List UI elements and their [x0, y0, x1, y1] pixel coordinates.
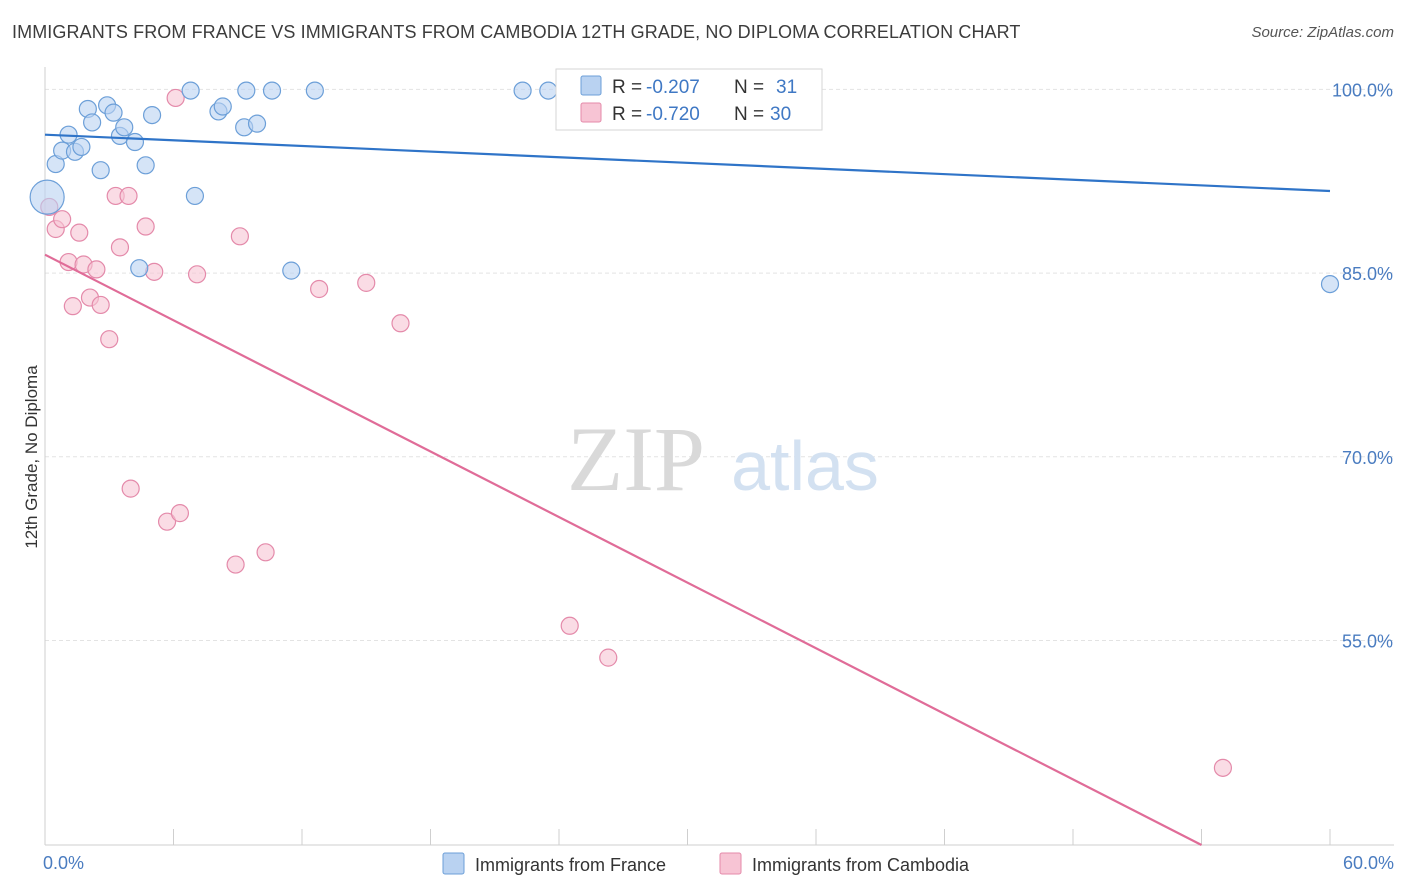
cambodia-point — [119, 186, 138, 206]
x-tick-labels: 0.0% 60.0% — [43, 853, 1394, 873]
y-tick-label: 100.0% — [1332, 80, 1393, 100]
watermark: ZIP atlas — [567, 408, 879, 510]
france-point — [125, 132, 145, 152]
cambodia-r-value: -0.720 — [646, 104, 700, 125]
cambodia-point — [170, 504, 190, 523]
france-point — [72, 137, 91, 157]
france-n-label: N = — [734, 77, 764, 98]
cambodia-point — [230, 227, 249, 246]
france-point — [104, 103, 123, 122]
france-point — [539, 81, 558, 100]
france-point — [282, 261, 301, 280]
france-point — [130, 259, 149, 278]
france-trendline — [44, 133, 1331, 193]
cambodia-point — [110, 238, 130, 257]
series-legend: Immigrants from France Immigrants from C… — [442, 852, 970, 875]
cambodia-point — [599, 648, 618, 667]
x-tick-label: 60.0% — [1343, 853, 1394, 873]
stats-legend: R = -0.207 N = 31 R = -0.720 N = 30 — [555, 68, 823, 131]
france-point — [29, 179, 65, 215]
france-point — [213, 97, 232, 116]
cambodia-point — [391, 314, 410, 333]
cambodia-point — [166, 88, 185, 108]
cambodia-point — [136, 217, 155, 236]
y-tick-label: 55.0% — [1342, 631, 1393, 651]
france-point — [91, 161, 110, 180]
chart-title: IMMIGRANTS FROM FRANCE VS IMMIGRANTS FRO… — [12, 22, 1021, 42]
cambodia-points — [40, 88, 1233, 777]
cambodia-trendline — [44, 253, 1203, 846]
cambodia-point — [157, 512, 177, 531]
france-point — [181, 81, 200, 100]
trendlines — [44, 133, 1331, 846]
cambodia-series-label: Immigrants from Cambodia — [752, 855, 970, 875]
cambodia-point — [53, 210, 72, 229]
cambodia-n-value: 30 — [770, 104, 791, 125]
cambodia-point — [91, 295, 110, 315]
france-n-value: 31 — [776, 77, 797, 98]
cambodia-legend-swatch — [580, 102, 602, 123]
watermark-zip: ZIP — [567, 408, 705, 510]
cambodia-point — [1213, 758, 1233, 777]
france-r-value: -0.207 — [646, 77, 700, 98]
cambodia-point — [310, 279, 329, 299]
france-point — [136, 156, 155, 175]
france-r-label: R = — [612, 77, 642, 98]
france-point — [1320, 274, 1340, 294]
france-point — [142, 105, 162, 125]
y-tick-label: 70.0% — [1342, 448, 1393, 468]
x-tick-label: 0.0% — [43, 853, 84, 873]
france-series-label: Immigrants from France — [475, 855, 666, 875]
france-point — [247, 114, 267, 133]
y-axis-title: 12th Grade, No Diploma — [22, 365, 41, 549]
gridlines — [45, 88, 1394, 641]
axes — [44, 67, 1394, 846]
france-point — [83, 113, 102, 132]
y-tick-labels: 100.0% 85.0% 70.0% 55.0% — [1332, 80, 1393, 651]
cambodia-series-swatch — [719, 852, 742, 875]
france-point — [262, 81, 282, 100]
cambodia-point — [59, 252, 78, 272]
cambodia-point — [100, 330, 119, 349]
cambodia-point — [357, 273, 376, 292]
cambodia-point — [70, 223, 89, 242]
cambodia-point — [187, 265, 207, 284]
cambodia-point — [145, 262, 164, 281]
france-point — [305, 81, 324, 100]
cambodia-r-label: R = — [612, 104, 642, 125]
y-tick-label: 85.0% — [1342, 264, 1393, 284]
cambodia-point — [226, 555, 245, 574]
cambodia-point — [63, 297, 82, 316]
france-point — [237, 81, 256, 100]
cambodia-n-label: N = — [734, 104, 764, 125]
source-credit: Source: ZipAtlas.com — [1251, 24, 1394, 41]
cambodia-point — [560, 616, 579, 635]
france-point — [115, 118, 134, 137]
france-point — [513, 81, 532, 100]
cambodia-point — [256, 543, 275, 562]
cambodia-point — [87, 260, 106, 279]
cambodia-point — [121, 479, 140, 498]
france-point — [185, 186, 205, 206]
france-series-swatch — [442, 852, 465, 875]
france-legend-swatch — [580, 75, 602, 96]
watermark-atlas: atlas — [731, 427, 879, 505]
